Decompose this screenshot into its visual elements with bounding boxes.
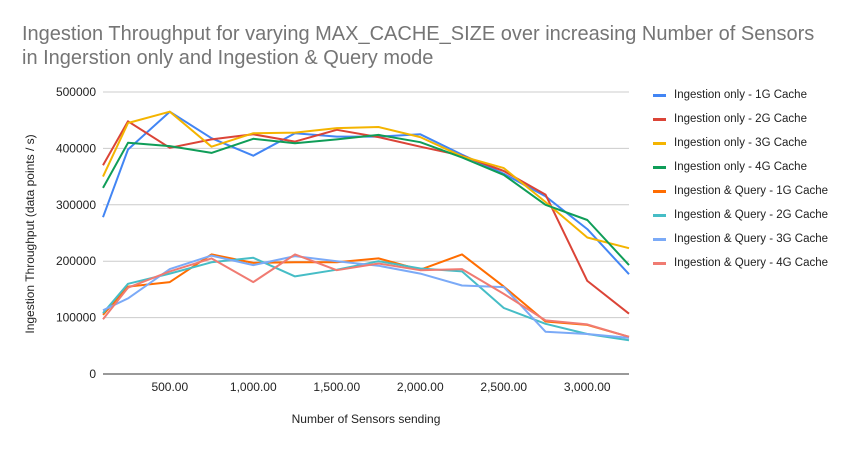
series-line-2: [102, 120, 630, 315]
legend-swatch: [653, 117, 666, 121]
legend-swatch: [653, 261, 666, 265]
legend-swatch: [653, 165, 666, 169]
legend-item-8: Ingestion & Query - 4G Cache: [653, 251, 853, 275]
legend-item-6: Ingestion & Query - 2G Cache: [653, 203, 853, 227]
series-lines: [102, 110, 630, 342]
y-axis-title: Ingestion Throughput (data points / s): [23, 134, 37, 333]
legend-label: Ingestion only - 4G Cache: [674, 161, 807, 173]
legend-swatch: [653, 213, 666, 217]
legend-label: Ingestion & Query - 1G Cache: [674, 185, 829, 197]
legend-swatch: [653, 189, 666, 193]
legend-label: Ingestion & Query - 3G Cache: [674, 233, 829, 245]
x-axis-ticks: 500.00 1,000.00 1,500.00 2,000.00 2,500.00 3,…: [151, 380, 610, 394]
x-tick-label: 2,500.00: [480, 380, 527, 394]
y-axis-ticks: 0 100000 200000 300000 400000 500000: [56, 85, 96, 381]
y-tick-label: 200000: [56, 254, 96, 268]
chart-title: Ingestion Throughput for varying MAX_CAC…: [22, 22, 814, 70]
y-tick-label: 300000: [56, 198, 96, 212]
legend-swatch: [653, 141, 666, 145]
legend-swatch: [653, 237, 666, 241]
y-tick-label: 100000: [56, 311, 96, 325]
legend-item-4: Ingestion only - 4G Cache: [653, 155, 853, 179]
x-tick-label: 500.00: [151, 380, 188, 394]
legend: Ingestion only - 1G Cache Ingestion only …: [653, 83, 853, 275]
x-tick-label: 2,000.00: [397, 380, 444, 394]
series-line-8: [102, 253, 630, 338]
y-tick-label: 400000: [56, 141, 96, 155]
legend-label: Ingestion & Query - 4G Cache: [674, 257, 829, 269]
legend-label: Ingestion only - 2G Cache: [674, 113, 807, 125]
legend-item-7: Ingestion & Query - 3G Cache: [653, 227, 853, 251]
legend-swatch: [653, 93, 666, 97]
legend-item-1: Ingestion only - 1G Cache: [653, 83, 853, 107]
x-tick-label: 3,000.00: [564, 380, 611, 394]
y-tick-label: 500000: [56, 85, 96, 99]
series-line-6: [102, 256, 630, 342]
x-tick-label: 1,000.00: [230, 380, 277, 394]
legend-item-5: Ingestion & Query - 1G Cache: [653, 179, 853, 203]
x-tick-label: 1,500.00: [313, 380, 360, 394]
legend-item-2: Ingestion only - 2G Cache: [653, 107, 853, 131]
chart-title-line-1: Ingestion Throughput for varying MAX_CAC…: [22, 23, 815, 45]
legend-label: Ingestion only - 1G Cache: [674, 89, 807, 101]
legend-label: Ingestion & Query - 2G Cache: [674, 209, 829, 221]
series-line-3: [102, 110, 630, 250]
y-tick-label: 0: [89, 367, 96, 381]
x-axis-title: Number of Sensors sending: [292, 412, 441, 426]
legend-item-3: Ingestion only - 3G Cache: [653, 131, 853, 155]
series-line-7: [102, 254, 630, 339]
series-line-4: [102, 133, 630, 266]
chart-title-line-2: in Ingerstion only and Ingestion & Query…: [22, 47, 434, 69]
legend-label: Ingestion only - 3G Cache: [674, 137, 807, 149]
